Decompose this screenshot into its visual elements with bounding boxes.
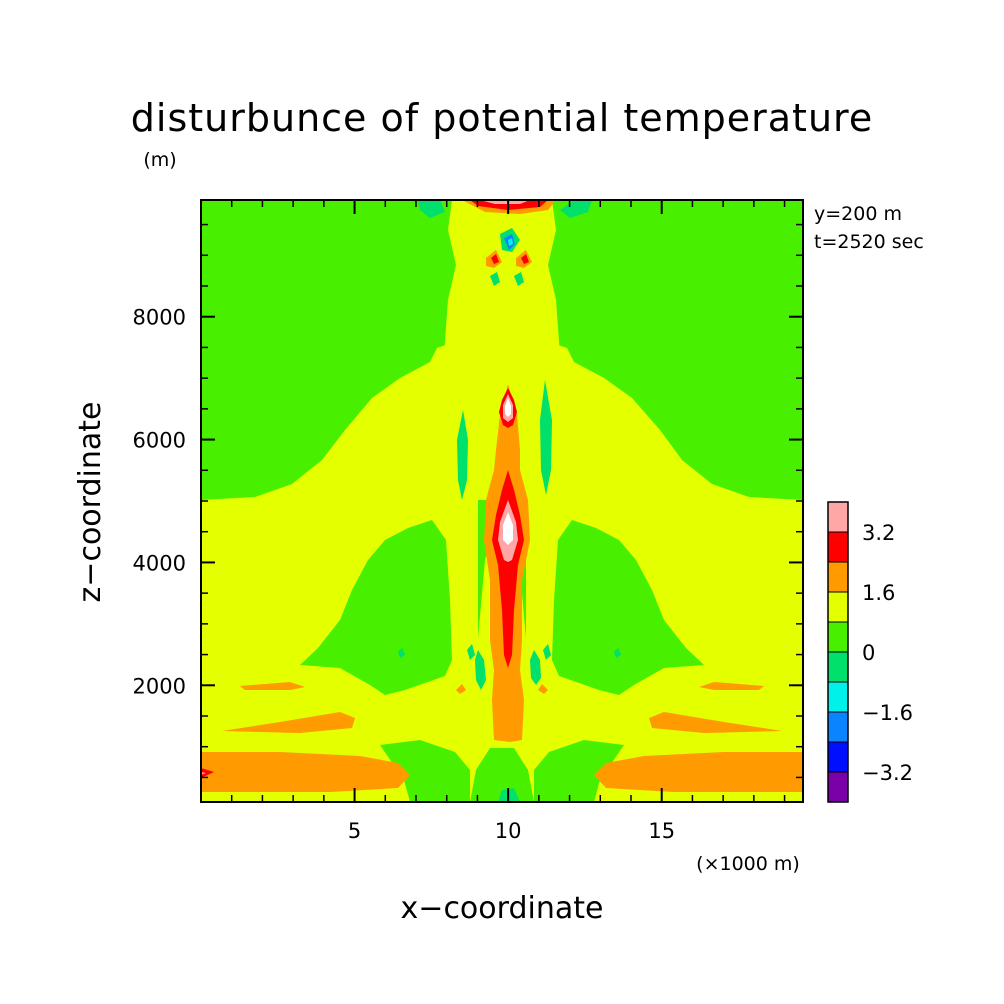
colorbar-swatch [827, 711, 849, 743]
region-teal-dot-left [398, 648, 405, 658]
region-top-teal-left-low [490, 272, 500, 286]
colorbar-swatch [827, 651, 849, 683]
region-orange-band-mid-right [649, 712, 782, 733]
colorbar-frame [827, 501, 849, 803]
colorbar-swatch [827, 501, 849, 533]
region-orange-band-upper-right [699, 682, 764, 690]
colorbar-swatch [827, 531, 849, 563]
region-pink-edge-spot [201, 772, 206, 775]
x-axis-unit: (×1000 m) [696, 853, 800, 875]
colorbar-swatch [827, 771, 849, 803]
colorbar-label: 3.2 [862, 521, 895, 545]
colorbar-swatch [827, 591, 849, 623]
region-teal-dot-pair-left [467, 644, 475, 660]
x-axis-ticks: 5 10 15 [348, 200, 675, 843]
x-tick-label: 5 [348, 819, 361, 843]
region-teal-dot-right [614, 648, 621, 658]
colorbar-label: 1.6 [862, 581, 895, 605]
colorbar: 3.2 1.6 0 −1.6 −3.2 [827, 501, 913, 803]
region-teal-streak-right [540, 380, 552, 495]
region-low-green-strip-right [534, 740, 624, 802]
region-top-teal-right-low [514, 272, 524, 286]
region-central-red-column [492, 470, 524, 668]
region-white-upper-core [505, 398, 511, 417]
info-y-position: y=200 m [814, 203, 902, 225]
colorbar-label: −3.2 [862, 761, 913, 785]
contour-fill-layers [201, 200, 803, 802]
region-red-edge-spot [201, 768, 214, 778]
y-axis-label: z−coordinate [73, 402, 108, 603]
colorbar-label: −1.6 [862, 701, 913, 725]
region-right-green-interior [552, 520, 704, 695]
chart-title: disturbunce of potential temperature [131, 96, 873, 140]
region-orange-dot-left [456, 684, 466, 694]
minor-ticks [201, 200, 803, 802]
colorbar-swatch [827, 561, 849, 593]
colorbar-swatch [827, 741, 849, 773]
region-top-red-right [521, 254, 529, 264]
colorbar-swatch [827, 681, 849, 713]
plot-area [201, 200, 803, 802]
region-orange-band-bottom-left [201, 752, 410, 792]
region-top-red-left [491, 254, 499, 264]
y-tick-label: 8000 [133, 306, 186, 330]
x-axis-label: x−coordinate [401, 891, 604, 926]
region-orange-band-mid-left [222, 712, 355, 733]
region-teal-dot-pair-right [543, 644, 551, 660]
info-time: t=2520 sec [814, 231, 924, 253]
region-orange-dot-right [538, 684, 548, 694]
y-axis-unit: (m) [143, 149, 176, 171]
colorbar-label: 0 [862, 641, 875, 665]
region-top-left-teal [418, 200, 445, 218]
region-low-green-strip [380, 740, 470, 802]
region-top-right-teal [560, 200, 592, 218]
region-top-blob-cyan [508, 238, 513, 246]
region-left-green-interior [300, 520, 452, 695]
region-orange-band-bottom-right [594, 752, 803, 792]
y-axis-ticks: 2000 4000 6000 8000 [133, 306, 803, 698]
x-tick-label: 15 [648, 819, 675, 843]
x-tick-label: 10 [495, 819, 522, 843]
y-tick-label: 6000 [133, 429, 186, 453]
region-teal-streak-low-right [530, 650, 541, 685]
region-white-core [503, 512, 513, 545]
region-orange-band-upper-left [240, 682, 305, 690]
region-teal-streak-low-left [475, 650, 486, 690]
y-tick-label: 2000 [133, 674, 186, 698]
region-teal-streak-left [457, 410, 468, 500]
region-central-column [444, 200, 560, 500]
region-lower-stem [470, 748, 534, 802]
colorbar-swatch [827, 621, 849, 653]
y-tick-label: 4000 [133, 551, 186, 575]
